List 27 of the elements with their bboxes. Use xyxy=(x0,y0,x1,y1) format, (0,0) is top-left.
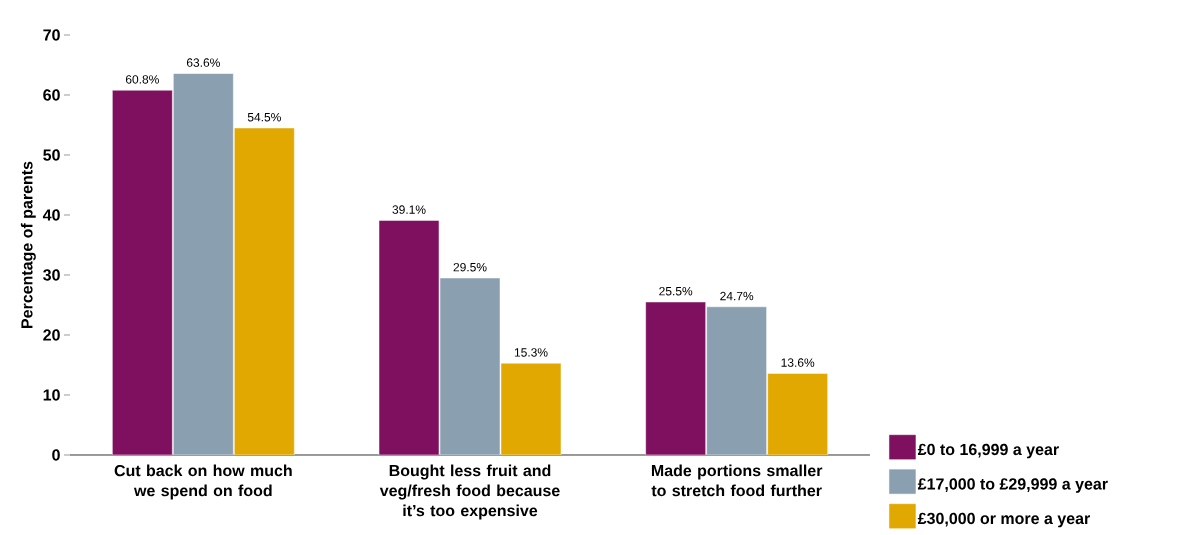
data-label: 24.7% xyxy=(720,291,754,301)
bar xyxy=(173,73,234,455)
y-tick-label: 50 xyxy=(43,149,60,161)
y-tick-label: 70 xyxy=(43,29,60,41)
data-label: 63.6% xyxy=(186,58,220,67)
x-tick-label: Made portions smaller to stretch food further xyxy=(651,464,823,497)
y-tick-label: 60 xyxy=(43,89,60,101)
data-label: 54.5% xyxy=(247,113,281,122)
y-tick-label: 30 xyxy=(43,269,60,281)
data-label: 60.8% xyxy=(125,75,159,84)
data-label: 15.3% xyxy=(514,348,548,357)
legend-label: £17,000 to £29,999 a year xyxy=(917,478,1108,493)
y-axis-title: Percentage of parents xyxy=(20,161,36,328)
data-label: 25.5% xyxy=(659,286,693,296)
y-tick-label: 0 xyxy=(52,449,60,461)
x-tick-label: Bought less fruit and veg/fresh food because it’s too expensive xyxy=(379,464,560,520)
data-label: 39.1% xyxy=(392,205,426,214)
data-label: 13.6% xyxy=(781,358,815,367)
y-tick-label: 20 xyxy=(43,329,60,341)
legend-label: £0 to 16,999 a year xyxy=(917,443,1059,459)
legend-label: £30,000 or more a year xyxy=(917,512,1090,528)
x-tick-label: Cut back on how much we spend on food xyxy=(114,464,292,500)
data-label: 29.5% xyxy=(453,262,487,272)
y-tick-label: 40 xyxy=(42,209,60,221)
y-tick-label: 10 xyxy=(43,389,60,401)
bar xyxy=(706,306,767,455)
bar xyxy=(439,277,501,455)
